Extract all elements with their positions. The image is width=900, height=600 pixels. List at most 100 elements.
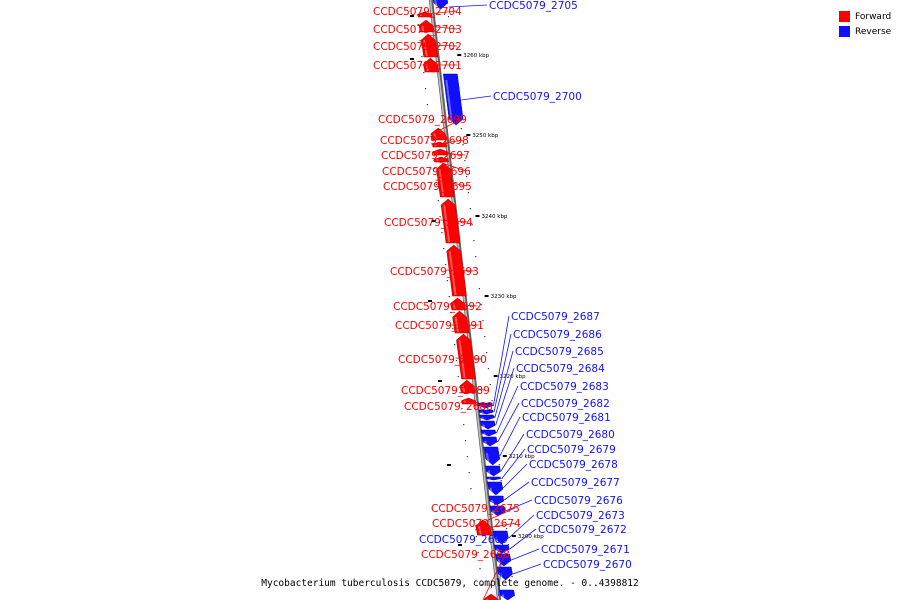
gene-feature-2696[interactable]: [433, 156, 449, 163]
gene-feature-highlight: [461, 385, 466, 393]
gene-feature-2691[interactable]: [452, 310, 470, 334]
gene-label-2668[interactable]: CCDC5079_2668: [421, 549, 510, 561]
gene-feature-2672[interactable]: [494, 544, 510, 554]
leader-line: [449, 303, 478, 307]
gene-feature-2681[interactable]: [483, 446, 501, 466]
gene-label-2679[interactable]: CCDC5079_2679: [527, 444, 616, 456]
leader-line: [474, 507, 516, 527]
major-tick: [457, 54, 462, 56]
gene-label-2677[interactable]: CCDC5079_2677: [531, 477, 620, 489]
leader-line: [432, 159, 467, 172]
gene-feature-highlight: [490, 499, 494, 505]
minor-tick-right: [464, 160, 466, 162]
gene-feature-highlight: [482, 424, 486, 429]
gene-label-2670[interactable]: CCDC5079_2670: [543, 559, 632, 571]
gene-label-2695[interactable]: CCDC5079_2695: [383, 181, 472, 193]
gene-feature-2677[interactable]: [488, 495, 505, 506]
gene-label-2674[interactable]: CCDC5079_2674: [432, 518, 521, 530]
minor-tick-right: [491, 400, 493, 402]
gene-label-2691[interactable]: CCDC5079_2691: [395, 320, 484, 332]
gene-label-2697[interactable]: CCDC5079_2697: [381, 150, 470, 162]
gene-label-2701[interactable]: CCDC5079_2701: [373, 60, 462, 72]
gene-label-2675[interactable]: CCDC5079_2675: [431, 503, 520, 515]
gene-label-2690[interactable]: CCDC5079_2690: [398, 354, 487, 366]
gene-label-2700[interactable]: CCDC5079_2700: [493, 91, 582, 103]
gene-label-2685[interactable]: CCDC5079_2685: [515, 346, 604, 358]
gene-label-2696[interactable]: CCDC5079_2696: [382, 166, 471, 178]
minor-tick-left: [454, 344, 456, 346]
gene-label-2669[interactable]: CCDC5079_2669: [419, 534, 508, 546]
leader-line: [445, 269, 475, 272]
gene-feature-2679[interactable]: [486, 476, 501, 481]
leader-line: [494, 350, 514, 419]
gene-label-2682[interactable]: CCDC5079_2682: [521, 398, 610, 410]
gene-feature-2700[interactable]: [443, 73, 464, 126]
gene-feature-2680[interactable]: [485, 465, 501, 477]
gene-label-2698[interactable]: CCDC5079_2698: [380, 135, 469, 147]
gene-label-2676[interactable]: CCDC5079_2676: [534, 495, 623, 507]
gene-label-2683[interactable]: CCDC5079_2683: [520, 381, 609, 393]
minor-tick-right: [478, 288, 480, 290]
legend-item-forward: Forward: [839, 9, 891, 24]
gene-feature-2689[interactable]: [459, 379, 476, 394]
gene-label-2671[interactable]: CCDC5079_2671: [541, 544, 630, 556]
gene-feature-2669[interactable]: [499, 589, 515, 600]
leader-line: [461, 95, 492, 101]
gene-feature-2705[interactable]: [432, 0, 449, 10]
gene-label-2684[interactable]: CCDC5079_2684: [516, 363, 605, 375]
gene-label-2704[interactable]: CCDC5079_2704: [373, 6, 462, 18]
minor-tick-right: [511, 576, 513, 578]
gene-feature-2670[interactable]: [496, 566, 513, 581]
leader-line: [499, 416, 521, 457]
legend-item-reverse: Reverse: [839, 24, 891, 39]
gene-feature-highlight: [448, 250, 457, 296]
gene-label-2705[interactable]: CCDC5079_2705: [489, 0, 578, 12]
gene-label-2689[interactable]: CCDC5079_2689: [401, 385, 490, 397]
gene-label-2687[interactable]: CCDC5079_2687: [511, 311, 600, 323]
gene-feature-2683[interactable]: [480, 429, 497, 437]
minor-tick-right: [484, 336, 486, 338]
gene-label-2688[interactable]: CCDC5079_2688: [404, 401, 493, 413]
gene-label-2702[interactable]: CCDC5079_2702: [373, 41, 462, 53]
gene-label-2673[interactable]: CCDC5079_2673: [536, 510, 625, 522]
gene-feature-highlight: [483, 432, 486, 436]
gene-feature-highlight: [485, 452, 490, 465]
tick-label: 3260 kbp: [463, 53, 489, 59]
gene-label-2680[interactable]: CCDC5079_2680: [526, 429, 615, 441]
leader-line: [416, 10, 458, 16]
gene-feature-2686[interactable]: [478, 409, 494, 415]
gene-feature-2699[interactable]: [430, 127, 447, 141]
minor-tick-right: [460, 128, 462, 130]
gene-label-2694[interactable]: CCDC5079_2694: [384, 217, 473, 229]
minor-tick-left: [432, 152, 434, 154]
leader-line: [505, 499, 533, 512]
gene-feature-2685[interactable]: [479, 414, 495, 421]
gene-feature-2682[interactable]: [481, 436, 498, 447]
gene-label-2686[interactable]: CCDC5079_2686: [513, 329, 602, 341]
gene-label-2699[interactable]: CCDC5079_2699: [378, 114, 467, 126]
gene-feature-2695[interactable]: [436, 162, 455, 198]
leader-line: [495, 367, 515, 426]
gene-feature-2668[interactable]: [483, 593, 499, 600]
minor-tick-right: [498, 464, 500, 466]
gene-label-2681[interactable]: CCDC5079_2681: [522, 412, 611, 424]
gene-feature-2673[interactable]: [492, 530, 509, 545]
gene-label-2693[interactable]: CCDC5079_2693: [390, 266, 479, 278]
tick-label: 3230 kbp: [491, 294, 517, 300]
gene-label-2672[interactable]: CCDC5079_2672: [538, 524, 627, 536]
backbone-line: [429, 0, 500, 600]
gene-feature-2692[interactable]: [450, 297, 467, 311]
minor-tick-left: [437, 200, 439, 202]
major-tick: [502, 455, 507, 457]
gene-feature-2684[interactable]: [479, 420, 496, 430]
gene-feature-highlight: [423, 39, 428, 57]
leader-line: [498, 538, 504, 597]
gene-feature-2690[interactable]: [456, 333, 476, 380]
gene-label-2678[interactable]: CCDC5079_2678: [529, 459, 618, 471]
gene-feature-2698[interactable]: [432, 141, 448, 148]
gene-feature-2678[interactable]: [487, 481, 504, 496]
gene-feature-highlight: [480, 404, 483, 408]
gene-feature-2671[interactable]: [495, 553, 512, 567]
gene-label-2692[interactable]: CCDC5079_2692: [393, 301, 482, 313]
gene-label-2703[interactable]: CCDC5079_2703: [373, 24, 462, 36]
